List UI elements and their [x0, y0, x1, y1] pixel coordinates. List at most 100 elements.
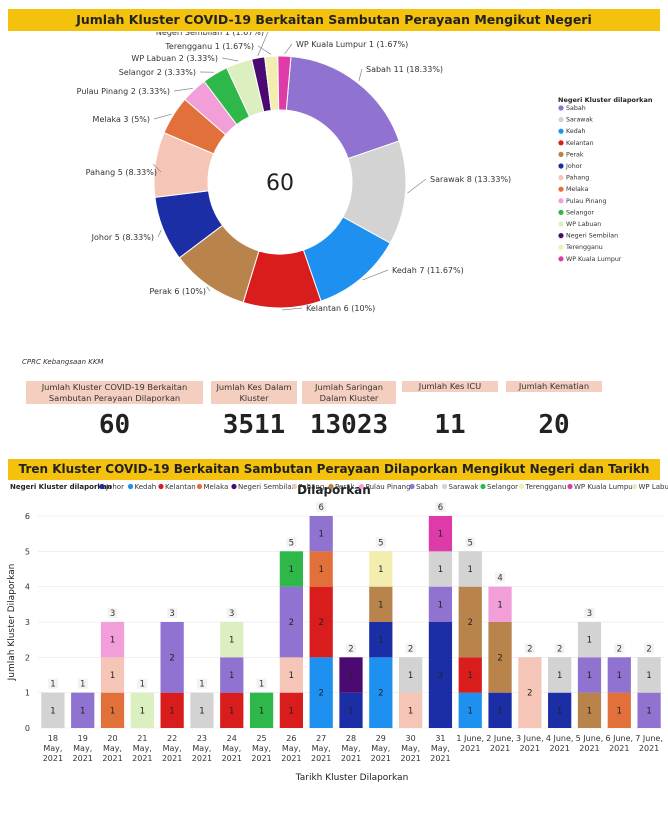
bar-stack[interactable]: 1 1 2 — [339, 643, 363, 728]
bar-segment-perak[interactable] — [488, 622, 512, 693]
bar-segment-johor[interactable] — [369, 622, 393, 658]
bar-segment-johor[interactable] — [428, 622, 453, 728]
trend-legend-item-negeri-sembilan[interactable]: Negeri Sembilan — [238, 483, 296, 491]
bar-segment-sabah[interactable] — [428, 586, 453, 622]
trend-legend-item-perak[interactable]: Perak — [335, 483, 355, 491]
trend-legend-item-melaka[interactable]: Melaka — [204, 483, 229, 491]
bar-segment-kedah[interactable] — [458, 692, 482, 728]
legend-item-terengganu[interactable]: Terengganu — [565, 244, 603, 251]
bar-stack[interactable]: 1 1 2 — [637, 643, 661, 728]
bar-stack[interactable]: 11 — [249, 678, 274, 728]
bar-stack[interactable]: 1 1 2 — [548, 643, 572, 728]
bar-segment-sarawak[interactable] — [577, 622, 602, 658]
bar-stack[interactable]: 1 1 1 3 — [100, 608, 125, 728]
legend-item-kedah[interactable]: Kedah — [566, 128, 586, 135]
bar-segment-sabah[interactable] — [607, 657, 631, 693]
bar-segment-sarawak[interactable] — [458, 551, 482, 587]
legend-item-pahang[interactable]: Pahang — [566, 175, 589, 182]
bar-segment-kedah[interactable] — [369, 657, 393, 728]
trend-legend-item-sabah[interactable]: Sabah — [416, 483, 438, 491]
legend-item-sabah[interactable]: Sabah — [566, 105, 586, 112]
bar-segment-kelantan[interactable] — [220, 692, 244, 728]
trend-legend-item-kedah[interactable]: Kedah — [135, 483, 157, 491]
bar-stack[interactable]: 11 — [190, 678, 214, 728]
bar-stack[interactable]: 11 — [41, 678, 65, 728]
legend-item-perak[interactable]: Perak — [566, 151, 584, 158]
bar-segment-sabah[interactable] — [309, 516, 333, 552]
bar-segment-sabah[interactable] — [577, 657, 602, 693]
bar-segment-terengganu[interactable] — [369, 551, 393, 587]
bar-segment-pahang[interactable] — [279, 657, 304, 693]
bar-segment-johor[interactable] — [548, 692, 572, 728]
bar-segment-pulau-pinang[interactable] — [488, 586, 512, 622]
bar-segment-negeri-sembilan[interactable] — [339, 657, 363, 693]
bar-segment-perak[interactable] — [458, 586, 482, 658]
bar-segment-wp-labuan[interactable] — [130, 692, 154, 728]
bar-stack[interactable]: 11 — [71, 678, 95, 728]
bar-stack[interactable]: 2 2 1 1 6 — [309, 502, 333, 728]
bar-segment-johor[interactable] — [339, 692, 363, 728]
bar-segment-kelantan[interactable] — [458, 657, 482, 693]
legend-item-johor[interactable]: Johor — [565, 163, 583, 170]
trend-legend-item-selangor[interactable]: Selangor — [487, 483, 518, 491]
trend-legend-item-wp-labuan[interactable]: WP Labuan — [639, 483, 668, 491]
bar-segment-selangor[interactable] — [249, 692, 274, 728]
bar-segment-sabah[interactable] — [160, 622, 184, 693]
bar-segment-sabah[interactable] — [220, 657, 244, 693]
legend-item-sarawak[interactable]: Sarawak — [566, 117, 593, 124]
bar-segment-pahang[interactable] — [518, 657, 542, 728]
bar-stack[interactable]: 2 1 1 1 5 — [369, 537, 393, 728]
bar-segment-selangor[interactable] — [279, 551, 304, 587]
bar-segment-sarawak[interactable] — [190, 692, 214, 728]
trend-legend-item-pulau-pinang[interactable]: Pulau Pinang — [366, 483, 411, 491]
bar-segment-pahang[interactable] — [398, 692, 423, 728]
trend-legend-item-pahang[interactable]: Pahang — [299, 483, 325, 491]
bar-segment-sarawak[interactable] — [548, 657, 572, 693]
trend-legend-item-sarawak[interactable]: Sarawak — [449, 483, 480, 491]
bar-segment-kelantan[interactable] — [160, 692, 184, 728]
legend-item-melaka[interactable]: Melaka — [566, 186, 588, 193]
trend-legend-item-wp-kuala-lumpur[interactable]: WP Kuala Lumpur — [574, 483, 636, 491]
bar-stack[interactable]: 1 1 2 — [607, 643, 631, 728]
bar-segment-wp-kuala-lumpur[interactable] — [428, 516, 453, 552]
legend-item-selangor[interactable]: Selangor — [566, 209, 594, 216]
bar-stack[interactable]: 1 1 1 3 — [577, 608, 602, 728]
trend-legend-item-kelantan[interactable]: Kelantan — [165, 483, 196, 491]
bar-segment-perak[interactable] — [577, 692, 602, 728]
bar-stack[interactable]: 3 1 1 1 6 — [428, 502, 453, 728]
bar-stack[interactable]: 1 1 2 1 5 — [458, 537, 482, 728]
bar-stack[interactable]: 22 — [518, 643, 542, 728]
legend-item-kelantan[interactable]: Kelantan — [566, 140, 594, 147]
bar-segment-sarawak[interactable] — [41, 692, 65, 728]
legend-item-wp-labuan[interactable]: WP Labuan — [566, 221, 601, 228]
bar-segment-sarawak[interactable] — [398, 657, 423, 693]
bar-segment-melaka[interactable] — [607, 692, 631, 728]
bar-segment-sabah[interactable] — [71, 692, 95, 728]
bar-segment-perak[interactable] — [369, 586, 393, 622]
bar-stack[interactable]: 1 1 2 — [398, 643, 423, 728]
bar-stack[interactable]: 1 2 1 4 — [488, 572, 512, 728]
bar-stack[interactable]: 11 — [130, 678, 154, 728]
legend-item-wp-kuala-lumpur[interactable]: WP Kuala Lumpur — [566, 256, 622, 263]
legend-item-pulau-pinang[interactable]: Pulau Pinang — [566, 198, 607, 205]
bar-segment-sabah[interactable] — [279, 586, 304, 658]
donut-slice-wp-kuala-lumpur[interactable] — [277, 55, 292, 111]
bar-segment-sarawak[interactable] — [428, 551, 453, 587]
bar-segment-johor[interactable] — [488, 692, 512, 728]
trend-legend-item-terengganu[interactable]: Terengganu — [525, 483, 567, 491]
trend-legend-item-johor[interactable]: Johor — [105, 483, 124, 491]
bar-segment-melaka[interactable] — [309, 551, 333, 587]
bar-segment-sabah[interactable] — [637, 692, 661, 728]
bar-segment-sarawak[interactable] — [637, 657, 661, 693]
bar-segment-kelantan[interactable] — [309, 586, 333, 658]
bar-stack[interactable]: 1 1 2 1 5 — [279, 537, 304, 728]
bar-segment-wp-labuan[interactable] — [220, 622, 244, 658]
bar-segment-pahang[interactable] — [100, 657, 125, 693]
bar-stack[interactable]: 1 1 1 3 — [220, 608, 244, 728]
legend-item-negeri-sembilan[interactable]: Negeri Sembilan — [566, 233, 618, 240]
bar-stack[interactable]: 1 2 3 — [160, 608, 184, 728]
bar-segment-kedah[interactable] — [309, 657, 333, 728]
bar-segment-pulau-pinang[interactable] — [100, 622, 125, 658]
bar-segment-kelantan[interactable] — [279, 692, 304, 728]
bar-segment-melaka[interactable] — [100, 692, 125, 728]
